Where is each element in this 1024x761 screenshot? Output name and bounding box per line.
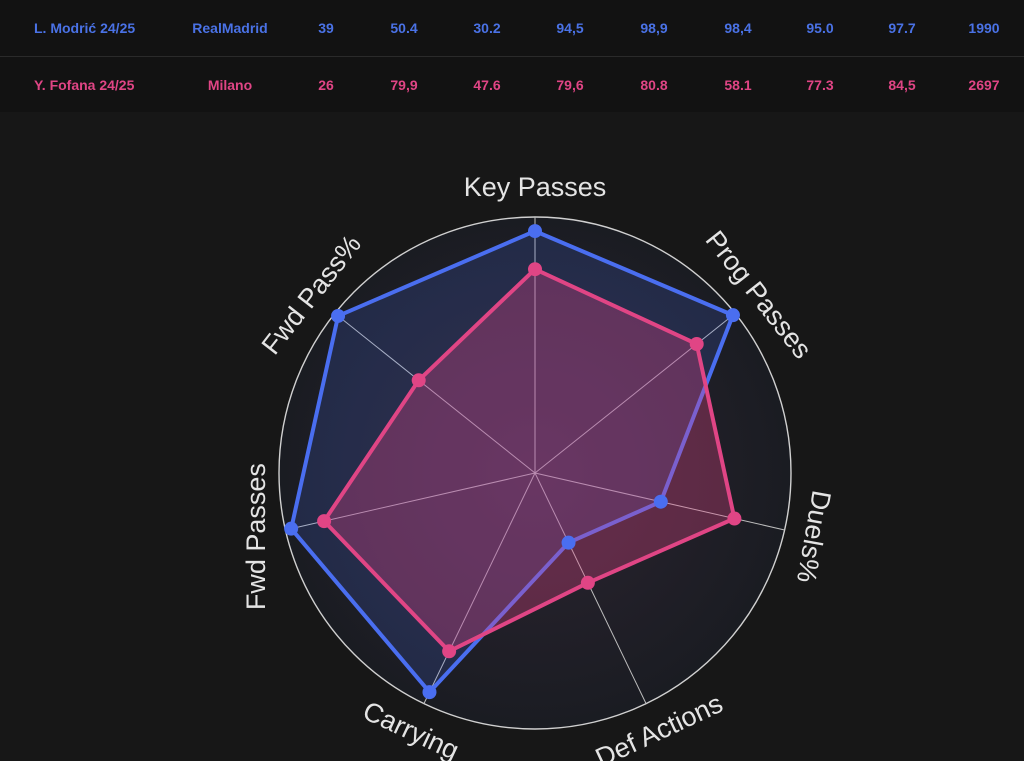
team-name-text: Madrid: [221, 20, 268, 36]
radar-series-1-point: [284, 521, 299, 536]
stat-cell: 1990: [968, 20, 1000, 36]
stat-cell: 50.4: [390, 20, 418, 36]
player-name: Y. Fofana 24/25: [34, 77, 135, 93]
stat-cell: 47.6: [473, 77, 501, 93]
stat-cell: 30.2: [473, 20, 501, 36]
team-name-text: Milano: [207, 77, 253, 93]
stat-cell: 98,4: [724, 20, 752, 36]
radar-axis-label: Duels%: [791, 488, 837, 585]
radar-series-2-area: [322, 267, 737, 654]
comparison-table: L. Modrić 24/25 Real Madrid 39 50.4 30.2…: [0, 0, 1024, 112]
radar-series-2-point: [442, 644, 457, 659]
stat-cell: 58.1: [724, 77, 752, 93]
radar-series-2-point: [689, 337, 704, 352]
radar-series-2-point: [727, 511, 742, 526]
stat-cell: 94,5: [556, 20, 584, 36]
radar-series-1-point: [331, 308, 346, 323]
stat-cell: 80.8: [640, 77, 668, 93]
stat-cell: 77.3: [806, 77, 834, 93]
radar-axis-label: Key Passes: [464, 172, 607, 202]
stat-cell: 26: [318, 77, 334, 93]
stat-cell: 98,9: [640, 20, 668, 36]
stat-cell: 2697: [968, 77, 1000, 93]
stat-cell: 95.0: [806, 20, 834, 36]
radar-series-2-point: [411, 373, 426, 388]
team-name: Real Madrid: [190, 0, 270, 56]
table-row: L. Modrić 24/25 Real Madrid 39 50.4 30.2…: [0, 0, 1024, 57]
team-name: Milano: [190, 57, 270, 113]
team-name-text: Real: [192, 20, 222, 36]
stat-cell: 97.7: [888, 20, 916, 36]
stat-cell: 79,9: [390, 77, 418, 93]
radar-series-1-point: [528, 224, 542, 239]
radar-spoke: [334, 312, 536, 474]
radar-spoke: [423, 472, 536, 704]
radar-series-2-point: [317, 514, 332, 529]
stat-cell: 79,6: [556, 77, 584, 93]
radar-series-1-point: [561, 535, 576, 550]
radar-series-1-point: [725, 308, 740, 323]
radar-series-1-point: [653, 494, 668, 509]
radar-series-1-point: [422, 685, 437, 700]
stat-cell: 39: [318, 20, 334, 36]
radar-series-2-point: [580, 575, 595, 590]
radar-series-2-point: [528, 262, 542, 277]
table-row: Y. Fofana 24/25 Milano 26 79,9 47.6 79,6…: [0, 57, 1024, 113]
stat-cell: 84,5: [888, 77, 916, 93]
player-name: L. Modrić 24/25: [34, 20, 136, 36]
radar-axis-label: Fwd Passes: [241, 463, 271, 610]
radar-series-1-area: [289, 229, 735, 695]
